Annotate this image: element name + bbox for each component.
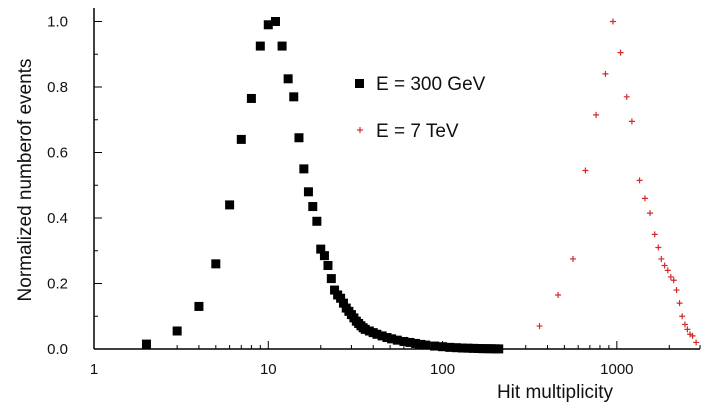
data-point — [536, 323, 543, 330]
data-point — [382, 333, 392, 343]
data-point — [294, 133, 304, 143]
data-point — [451, 343, 461, 353]
x-tick-label: 10 — [260, 361, 277, 378]
data-point — [255, 41, 265, 51]
data-point — [194, 301, 204, 311]
data-point — [392, 335, 402, 345]
data-point — [684, 326, 691, 333]
data-point — [372, 329, 382, 339]
data-point — [647, 210, 654, 217]
data-point — [641, 195, 648, 202]
data-point — [463, 343, 473, 353]
data-point — [330, 285, 340, 295]
data-point — [681, 321, 688, 328]
data-point — [628, 118, 635, 125]
data-point — [689, 332, 696, 339]
legend-label-series-0: E = 300 GeV — [376, 74, 486, 95]
data-point — [211, 259, 221, 269]
data-point — [405, 337, 415, 347]
data-point — [416, 339, 426, 349]
data-point — [676, 300, 683, 307]
x-tick-label: 100 — [430, 361, 455, 378]
data-point — [445, 342, 455, 352]
legend-marker-series-1 — [357, 127, 363, 133]
data-point — [555, 291, 562, 298]
data-point — [651, 231, 658, 238]
y-tick-label: 1.0 — [47, 14, 68, 31]
data-point — [338, 298, 348, 308]
data-point — [602, 70, 609, 77]
data-point — [673, 287, 680, 294]
x-tick-label: 1 — [90, 361, 98, 378]
data-point — [299, 164, 309, 174]
data-point — [569, 255, 576, 262]
data-point — [617, 49, 624, 56]
data-point — [661, 262, 668, 269]
data-point — [658, 255, 665, 262]
data-point — [303, 187, 313, 197]
x-axis-title: Hit multiplicity — [497, 382, 614, 403]
data-point — [316, 244, 326, 254]
y-tick-label: 0.0 — [47, 341, 68, 358]
data-point — [593, 111, 600, 118]
y-axis-title: Normalized numberof events — [15, 59, 36, 302]
data-point — [270, 17, 280, 26]
data-point — [277, 41, 287, 51]
data-point — [225, 200, 235, 210]
data-point — [693, 339, 700, 346]
data-point — [421, 340, 431, 350]
axes-group — [93, 8, 700, 350]
data-point — [141, 339, 151, 349]
y-tick-label: 0.6 — [47, 145, 68, 162]
x-tick-label: 1000 — [600, 361, 633, 378]
data-point — [473, 344, 483, 354]
data-point — [679, 313, 686, 320]
data-point — [377, 331, 387, 341]
data-point — [430, 341, 440, 351]
data-point — [457, 343, 467, 353]
data-point — [609, 18, 616, 25]
data-point — [172, 326, 182, 336]
data-point — [636, 177, 643, 184]
data-point — [468, 343, 478, 353]
data-point — [438, 342, 448, 352]
data-point — [312, 216, 322, 226]
data-point — [236, 134, 246, 144]
data-point — [670, 277, 677, 284]
data-point — [667, 273, 674, 280]
legend-label-series-1: E = 7 TeV — [376, 121, 459, 142]
y-ticks-group: 0.0 0.2 0.4 0.6 0.8 1.0 — [47, 14, 102, 358]
series-0 — [141, 17, 504, 354]
legend-marker-series-0 — [355, 79, 364, 88]
data-point — [399, 336, 409, 346]
data-point — [319, 251, 329, 261]
data-point — [246, 93, 256, 103]
data-point — [326, 274, 336, 284]
legend: E = 300 GeV E = 7 TeV — [355, 74, 486, 142]
series-layer — [141, 17, 700, 354]
y-tick-label: 0.8 — [47, 79, 68, 96]
data-point — [494, 344, 504, 354]
data-point — [263, 20, 273, 30]
data-point — [623, 93, 630, 100]
data-point — [411, 338, 421, 348]
data-point — [582, 167, 589, 174]
data-point — [308, 202, 318, 212]
data-point — [664, 267, 671, 274]
data-point — [387, 334, 397, 344]
data-point — [336, 293, 346, 303]
series-1 — [536, 18, 700, 346]
data-point — [283, 74, 293, 84]
data-point — [289, 92, 299, 102]
x-ticks-group: 1 10 100 1000 — [90, 341, 701, 378]
data-point — [655, 244, 662, 251]
data-point — [323, 260, 333, 270]
y-tick-label: 0.2 — [47, 276, 68, 293]
y-tick-label: 0.4 — [47, 210, 68, 227]
